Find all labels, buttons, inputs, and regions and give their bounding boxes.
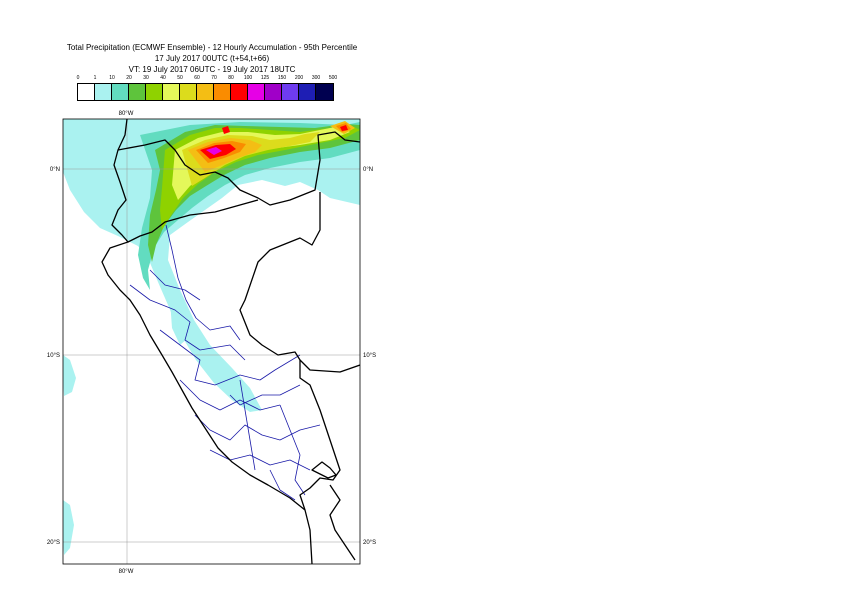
legend-swatch bbox=[163, 84, 180, 100]
legend-swatch bbox=[146, 84, 163, 100]
lat-label-right-20s: 20°S bbox=[363, 540, 376, 546]
legend-label: 125 bbox=[260, 75, 270, 81]
legend-swatch bbox=[282, 84, 299, 100]
legend-swatch bbox=[129, 84, 146, 100]
legend-swatch bbox=[180, 84, 197, 100]
legend-label: 60 bbox=[194, 75, 200, 81]
legend-swatch bbox=[197, 84, 214, 100]
valid-time: VT: 19 July 2017 06UTC - 19 July 2017 18… bbox=[128, 65, 296, 74]
legend-label: 0 bbox=[76, 75, 80, 81]
legend-label: 300 bbox=[311, 75, 321, 81]
legend-label: 200 bbox=[294, 75, 304, 81]
map-border bbox=[62, 118, 361, 565]
legend-label: 40 bbox=[160, 75, 166, 81]
color-legend bbox=[77, 83, 334, 101]
coastline-and-country-borders bbox=[101, 119, 360, 564]
lat-label-right-0: 0°N bbox=[363, 167, 373, 173]
lat-label-left-0: 0°N bbox=[50, 167, 60, 173]
lat-label-left-20s: 20°S bbox=[47, 540, 60, 546]
legend-label: 150 bbox=[277, 75, 287, 81]
lon-label-top: 80°W bbox=[119, 111, 134, 117]
lat-label-left-10s: 10°S bbox=[47, 353, 60, 359]
legend-label: 500 bbox=[328, 75, 338, 81]
lat-label-right-10s: 10°S bbox=[363, 353, 376, 359]
legend-label: 1 bbox=[93, 75, 97, 81]
chart-title: Total Precipitation (ECMWF Ensemble) - 1… bbox=[66, 43, 358, 52]
legend-swatch bbox=[248, 84, 265, 100]
run-time: 17 July 2017 00UTC (t+54,t+66) bbox=[154, 54, 270, 63]
legend-label: 20 bbox=[126, 75, 132, 81]
legend-swatch bbox=[265, 84, 282, 100]
legend-label: 70 bbox=[211, 75, 217, 81]
legend-label: 80 bbox=[228, 75, 234, 81]
internal-admin-borders bbox=[129, 224, 321, 501]
legend-swatch bbox=[231, 84, 248, 100]
legend-swatch bbox=[316, 84, 333, 100]
legend-swatch bbox=[78, 84, 95, 100]
legend-label: 50 bbox=[177, 75, 183, 81]
legend-label: 10 bbox=[109, 75, 115, 81]
legend-swatch bbox=[112, 84, 129, 100]
precip-1-10mm bbox=[63, 119, 360, 555]
legend-label: 100 bbox=[243, 75, 253, 81]
legend-label: 30 bbox=[143, 75, 149, 81]
graticule bbox=[63, 119, 360, 564]
legend-swatch bbox=[95, 84, 112, 100]
lon-label-bottom: 80°W bbox=[119, 569, 134, 575]
legend-swatch bbox=[299, 84, 316, 100]
precip-100-125mm bbox=[206, 147, 222, 155]
legend-swatch bbox=[214, 84, 231, 100]
